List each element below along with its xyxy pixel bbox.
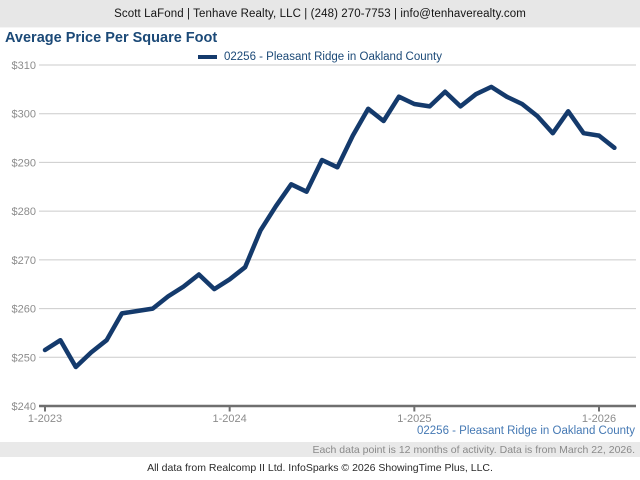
y-tick-label: $280 [12, 206, 36, 218]
header-bar: Scott LaFond | Tenhave Realty, LLC | (24… [0, 0, 640, 28]
note-band: Each data point is 12 months of activity… [0, 442, 640, 457]
series-footer-label: 02256 - Pleasant Ridge in Oakland County [416, 425, 635, 437]
x-tick-label: 1-2023 [28, 413, 62, 424]
x-tick-label: 1-2025 [397, 413, 431, 424]
series-line [42, 84, 617, 370]
x-tick-label: 1-2024 [213, 413, 247, 424]
page-title: Average Price Per Square Foot [5, 30, 218, 46]
y-tick-label: $250 [12, 352, 36, 364]
x-tick-label: 1-2026 [582, 413, 616, 424]
attribution: All data from Realcomp II Ltd. InfoSpark… [147, 462, 493, 474]
legend-line-swatch-icon [197, 55, 217, 59]
y-tick-label: $300 [12, 109, 36, 121]
legend-label: 02256 - Pleasant Ridge in Oakland County [223, 51, 442, 63]
legend: 02256 - Pleasant Ridge in Oakland County [0, 51, 640, 63]
contact-info: Scott LaFond | Tenhave Realty, LLC | (24… [114, 7, 526, 20]
y-tick-label: $270 [12, 255, 36, 267]
y-tick-label: $290 [12, 157, 36, 169]
price-per-sqft-line-chart: $240 $250 $260 $270 $280 $290 $300 $310 1-2023 1-… [12, 60, 636, 424]
data-note: Each data point is 12 months of activity… [312, 443, 635, 456]
y-tick-label: $240 [12, 401, 36, 413]
y-tick-label: $260 [12, 304, 36, 316]
y-tick-label: $310 [12, 60, 36, 72]
